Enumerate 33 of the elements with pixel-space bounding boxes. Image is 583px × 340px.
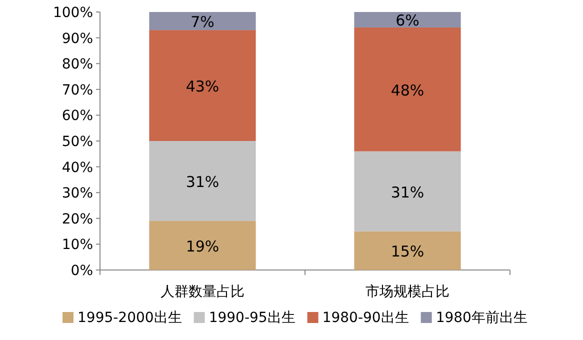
data-label: 19% xyxy=(186,237,220,256)
data-label: 48% xyxy=(390,81,424,100)
y-tick-label: 90% xyxy=(62,30,93,47)
legend-label: 1980-90出生 xyxy=(322,310,409,326)
y-tick-label: 40% xyxy=(62,160,93,176)
y-tick-label: 10% xyxy=(62,237,93,254)
bar xyxy=(354,12,461,28)
data-label: 6% xyxy=(396,12,420,30)
y-tick-label: 60% xyxy=(62,108,93,124)
bar xyxy=(149,141,256,221)
y-tick-label: 30% xyxy=(62,186,93,202)
y-tick-label: 80% xyxy=(62,56,93,73)
bar xyxy=(149,12,256,30)
data-label: 31% xyxy=(186,172,220,191)
y-tick-label: 100% xyxy=(52,5,93,21)
bar xyxy=(354,151,461,232)
x-tick-label: 人群数量占比 xyxy=(160,284,244,300)
legend-label: 1990-95出生 xyxy=(208,310,296,326)
data-label: 43% xyxy=(186,78,220,96)
data-label: 31% xyxy=(390,183,424,202)
legend-label: 1980年前出生 xyxy=(436,310,528,326)
data-label: 7% xyxy=(190,13,214,32)
x-tick-label: 市场规模占比 xyxy=(366,284,450,300)
bar xyxy=(354,231,461,270)
y-tick-label: 20% xyxy=(62,211,93,228)
bar xyxy=(149,30,256,141)
y-tick-label: 50% xyxy=(62,134,93,150)
bar xyxy=(354,27,461,152)
bar xyxy=(149,220,256,270)
legend-label: 1995-2000出生 xyxy=(78,310,182,326)
y-tick-label: 70% xyxy=(62,82,93,98)
data-label: 15% xyxy=(390,242,424,261)
y-tick-label: 0% xyxy=(70,263,93,279)
